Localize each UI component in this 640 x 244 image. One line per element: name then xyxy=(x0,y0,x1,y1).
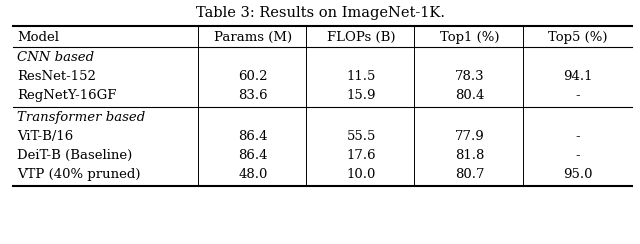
Text: DeiT-B (Baseline): DeiT-B (Baseline) xyxy=(17,149,132,162)
Text: FLOPs (B): FLOPs (B) xyxy=(327,31,396,44)
Text: Table 3: Results on ImageNet-1K.: Table 3: Results on ImageNet-1K. xyxy=(195,6,445,20)
Text: 11.5: 11.5 xyxy=(346,70,376,83)
Text: -: - xyxy=(575,149,580,162)
Text: RegNetY-16GF: RegNetY-16GF xyxy=(17,89,116,102)
Text: 77.9: 77.9 xyxy=(454,130,484,143)
Text: 81.8: 81.8 xyxy=(455,149,484,162)
Text: Top1 (%): Top1 (%) xyxy=(440,31,499,44)
Text: 86.4: 86.4 xyxy=(238,149,268,162)
Text: 10.0: 10.0 xyxy=(346,168,376,181)
Text: 83.6: 83.6 xyxy=(238,89,268,102)
Text: 15.9: 15.9 xyxy=(346,89,376,102)
Text: Transformer based: Transformer based xyxy=(17,111,145,124)
Text: 95.0: 95.0 xyxy=(563,168,593,181)
Text: ResNet-152: ResNet-152 xyxy=(17,70,96,83)
Text: 78.3: 78.3 xyxy=(454,70,484,83)
Text: 60.2: 60.2 xyxy=(238,70,268,83)
Text: 80.4: 80.4 xyxy=(455,89,484,102)
Text: 48.0: 48.0 xyxy=(238,168,268,181)
Text: 86.4: 86.4 xyxy=(238,130,268,143)
Text: -: - xyxy=(575,89,580,102)
Text: Params (M): Params (M) xyxy=(214,31,292,44)
Text: 17.6: 17.6 xyxy=(346,149,376,162)
Text: Top5 (%): Top5 (%) xyxy=(548,31,607,44)
Text: VTP (40% pruned): VTP (40% pruned) xyxy=(17,168,141,181)
Text: 94.1: 94.1 xyxy=(563,70,593,83)
Text: CNN based: CNN based xyxy=(17,51,94,64)
Text: 80.7: 80.7 xyxy=(455,168,484,181)
Text: -: - xyxy=(575,130,580,143)
Text: Model: Model xyxy=(17,31,59,44)
Text: 55.5: 55.5 xyxy=(346,130,376,143)
Text: ViT-B/16: ViT-B/16 xyxy=(17,130,73,143)
